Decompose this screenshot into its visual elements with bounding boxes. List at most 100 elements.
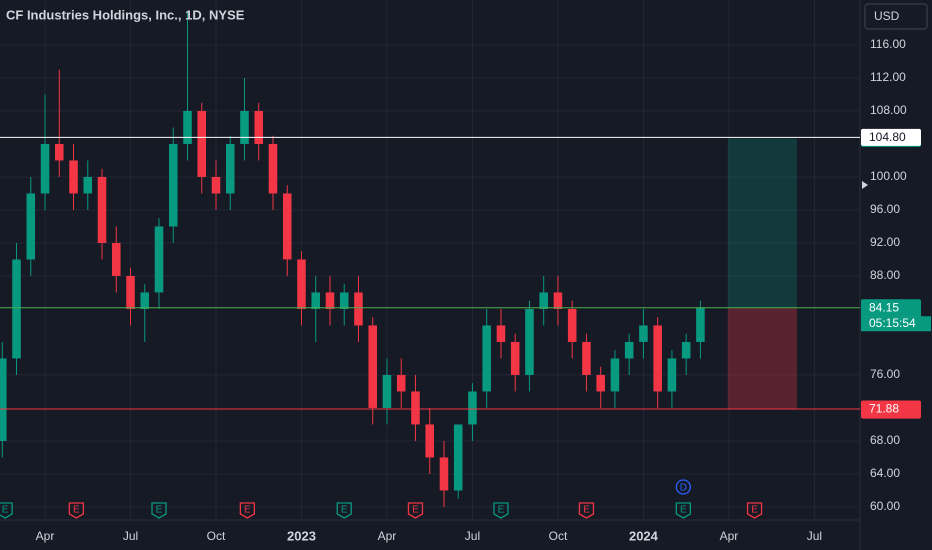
candle-body bbox=[240, 110, 249, 144]
candle-body bbox=[225, 143, 235, 194]
candle-body bbox=[297, 259, 306, 309]
earnings-label: E bbox=[73, 505, 80, 516]
candle-body bbox=[83, 176, 93, 194]
candle-body bbox=[197, 110, 207, 177]
candle-body bbox=[154, 226, 164, 293]
candle-body bbox=[382, 374, 392, 408]
earnings-badge bbox=[0, 502, 13, 519]
x-tick-label: 2024 bbox=[629, 528, 659, 543]
y-tick-label: 88.00 bbox=[870, 268, 900, 282]
earnings-badge bbox=[151, 502, 167, 519]
earnings-label: E bbox=[341, 505, 348, 516]
candle-body bbox=[624, 341, 634, 359]
dividend-label: D bbox=[680, 483, 687, 494]
candle-body bbox=[396, 374, 406, 392]
candle-body bbox=[325, 292, 335, 309]
earnings-badge bbox=[578, 502, 595, 519]
candle-body bbox=[425, 424, 434, 458]
candle-body bbox=[696, 307, 705, 342]
loss-zone bbox=[727, 307, 798, 409]
candle-body bbox=[653, 325, 662, 392]
earnings-label: E bbox=[2, 505, 9, 516]
earnings-badge bbox=[336, 502, 352, 519]
candle-body bbox=[667, 358, 677, 392]
y-tick-label: 100.00 bbox=[870, 169, 907, 183]
candle-body bbox=[453, 424, 463, 491]
candle-body bbox=[567, 308, 577, 342]
candle-body bbox=[168, 143, 178, 227]
candle-body bbox=[69, 160, 78, 194]
currency-label[interactable]: USD bbox=[874, 9, 900, 23]
line-label: 71.88 bbox=[869, 402, 899, 416]
candle-body bbox=[111, 242, 121, 276]
candle-body bbox=[97, 176, 107, 243]
plot-area bbox=[0, 0, 860, 520]
earnings-badge bbox=[746, 502, 763, 519]
x-tick-label: Apr bbox=[36, 529, 55, 543]
earnings-badge bbox=[239, 502, 255, 519]
candle-body bbox=[26, 193, 36, 260]
candle-body bbox=[311, 292, 321, 309]
candle-body bbox=[596, 374, 605, 392]
candle-body bbox=[282, 193, 292, 260]
line-label: 84.15 bbox=[869, 300, 899, 314]
earnings-badge bbox=[407, 502, 424, 519]
y-tick-label: 60.00 bbox=[870, 499, 900, 513]
earnings-label: E bbox=[583, 505, 590, 516]
candle-body bbox=[496, 325, 506, 342]
candle-body bbox=[639, 325, 648, 342]
candle-body bbox=[268, 143, 278, 194]
candle-body bbox=[211, 176, 221, 194]
chart-title: CF Industries Holdings, Inc., 1D, NYSE bbox=[6, 7, 245, 22]
candle-body bbox=[510, 341, 520, 375]
earnings-label: E bbox=[498, 505, 505, 516]
earnings-badge bbox=[675, 502, 691, 519]
y-tick-label: 64.00 bbox=[870, 466, 900, 480]
candle-body bbox=[439, 457, 449, 491]
candle-body bbox=[468, 391, 477, 425]
x-tick-label: Jul bbox=[123, 529, 138, 543]
earnings-label: E bbox=[244, 505, 251, 516]
countdown-box bbox=[861, 316, 931, 332]
x-tick-label: Oct bbox=[549, 529, 568, 543]
x-tick-label: Oct bbox=[207, 529, 226, 543]
profit-zone bbox=[727, 138, 798, 308]
y-tick-label: 96.00 bbox=[870, 202, 900, 216]
x-tick-label: Apr bbox=[720, 529, 739, 543]
candle-body bbox=[525, 308, 534, 375]
candle-body bbox=[54, 143, 64, 161]
candle-body bbox=[582, 341, 591, 375]
line-label-box bbox=[861, 128, 921, 146]
candle-body bbox=[254, 110, 264, 144]
earnings-badge bbox=[68, 502, 85, 519]
earnings-badge bbox=[493, 502, 509, 519]
y-tick-label: 68.00 bbox=[870, 433, 900, 447]
candle-body bbox=[339, 292, 349, 309]
y-tick-label: 116.00 bbox=[870, 37, 906, 51]
line-label: 104.80 bbox=[869, 130, 906, 144]
currency-button[interactable] bbox=[864, 3, 928, 30]
x-tick-label: Jul bbox=[465, 529, 480, 543]
x-tick-label: 2023 bbox=[287, 528, 316, 543]
candle-body bbox=[126, 275, 135, 309]
candle-body bbox=[140, 292, 150, 309]
candle-body bbox=[40, 143, 50, 194]
candle-body bbox=[482, 325, 491, 392]
y-tick-label: 92.00 bbox=[870, 235, 900, 249]
line-label-box bbox=[861, 400, 921, 418]
y-tick-label: 76.00 bbox=[870, 367, 900, 381]
earnings-label: E bbox=[751, 505, 758, 516]
x-tick-label: Jul bbox=[807, 529, 822, 543]
candle-body bbox=[183, 110, 192, 144]
candle-body bbox=[0, 358, 7, 441]
earnings-label: E bbox=[412, 505, 419, 516]
y-tick-label: 108.00 bbox=[870, 103, 907, 117]
candle-body bbox=[354, 292, 363, 326]
candle-body bbox=[12, 259, 21, 359]
candle-body bbox=[411, 391, 420, 425]
candle-body bbox=[539, 292, 548, 309]
countdown: 05:15:54 bbox=[869, 316, 916, 330]
y-tick-label: 112.00 bbox=[870, 70, 906, 84]
earnings-label: E bbox=[156, 505, 163, 516]
